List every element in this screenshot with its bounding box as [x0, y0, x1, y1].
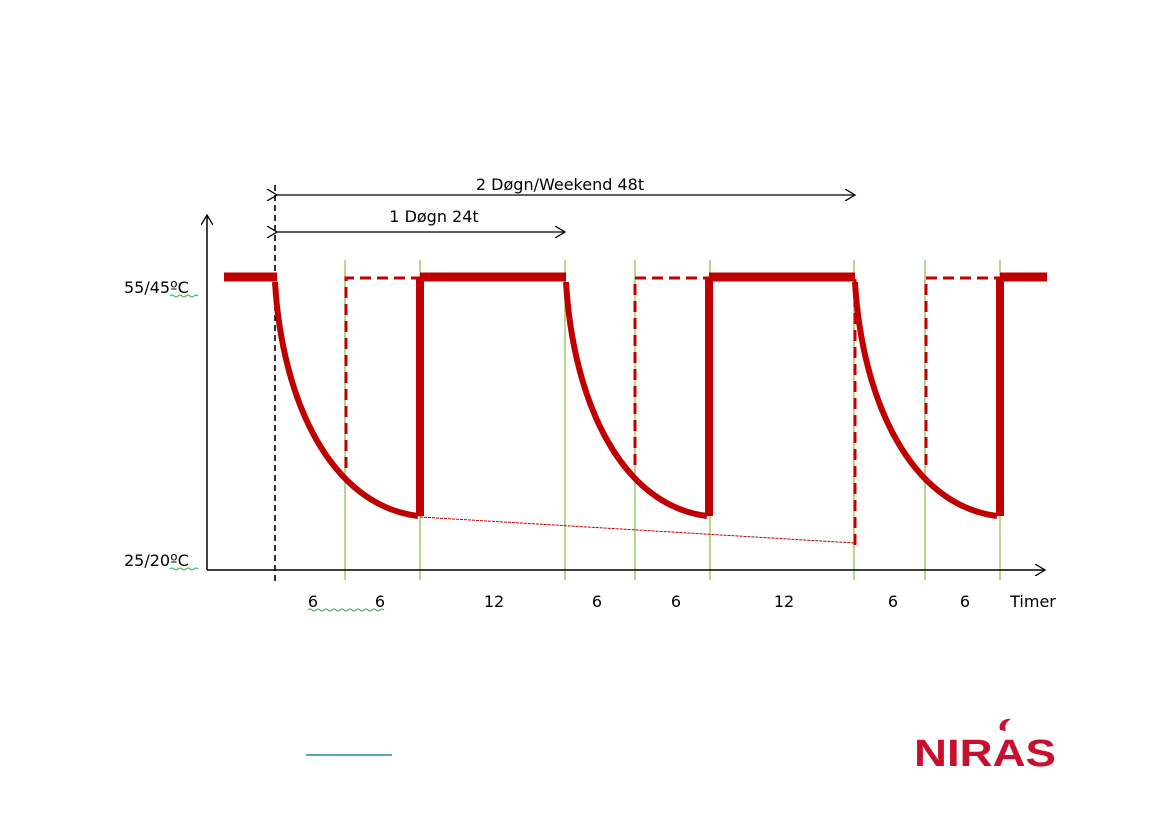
interval-label: 12 [774, 592, 794, 611]
spellcheck-underline [169, 567, 199, 571]
logo-wordmark: NIRAS [914, 733, 1056, 775]
y-label-low: 25/20ºC [124, 551, 189, 570]
interval-label: 6 [592, 592, 602, 611]
interval-label: 12 [484, 592, 504, 611]
alternative-reheat-paths [344, 276, 1000, 545]
logo-accent-icon [999, 718, 1011, 731]
interval-label: 6 [375, 592, 385, 611]
curve-cooldown [852, 281, 998, 519]
curve-cooldown [272, 281, 419, 519]
dashed-reheat-path [924, 276, 1000, 465]
two-day-span-label: 2 Døgn/Weekend 48t [476, 175, 644, 194]
span-arrows [277, 195, 855, 232]
dashed-reheat-path [344, 276, 420, 468]
weekend-cooldown-trend [419, 516, 856, 544]
x-axis-unit-label: Timer [1009, 592, 1056, 611]
axes [207, 215, 1045, 570]
spellcheck-underline [169, 294, 199, 298]
dashed-reheat-path [633, 276, 710, 465]
interval-label: 6 [888, 592, 898, 611]
interval-label: 6 [671, 592, 681, 611]
y-label-high: 55/45ºC [124, 278, 189, 297]
niras-logo: NIRAS [914, 718, 1056, 775]
curve-cooldown [563, 281, 708, 519]
spellcheck-underline [307, 608, 385, 612]
temperature-curve [224, 272, 1047, 519]
one-day-span-label: 1 Døgn 24t [389, 207, 478, 226]
interval-label: 6 [308, 592, 318, 611]
interval-label: 6 [960, 592, 970, 611]
